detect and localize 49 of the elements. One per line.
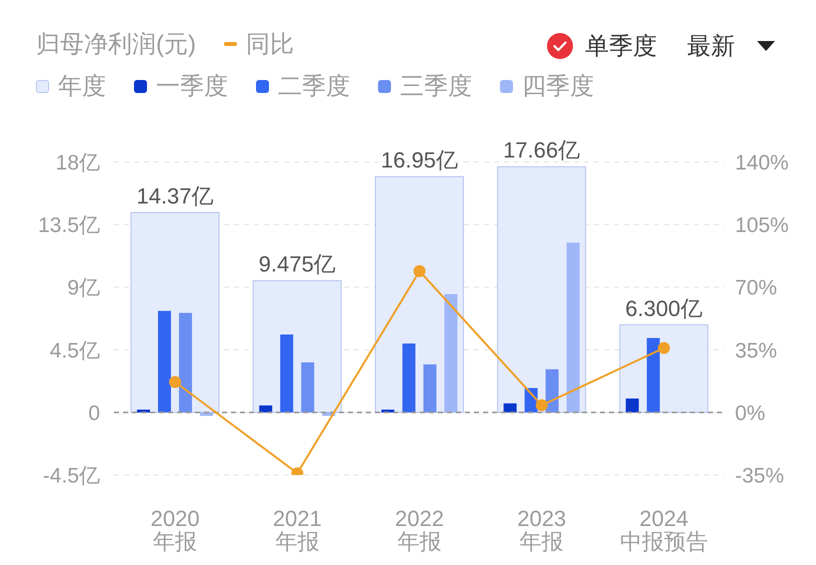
bar [280,334,294,412]
bar [444,294,458,412]
y-tick-label: 4.5亿 [50,339,100,362]
y-tick-label: 9亿 [67,276,100,300]
bar [259,405,272,412]
text: 最新 [687,32,735,62]
legend-label: 四季度 [522,72,594,102]
legend-label: 同比 [246,30,294,60]
y2-tick-label: -35% [735,464,784,488]
bar [504,403,517,412]
bar [566,242,580,412]
y-tick-label: -4.5亿 [42,464,100,488]
legend-label: 年度 [58,72,106,102]
bar [626,398,639,412]
text: 单季度 [585,32,657,62]
bar [402,344,416,412]
y2-tick-label: 105% [735,214,789,238]
y2-tick-label: 70% [735,276,778,300]
x-tick-label: 2022 年报 [395,506,444,554]
x-tick-label: 2023 年报 [517,506,566,554]
point [658,342,670,354]
y-tick-label: 0 [88,402,100,425]
bar [179,312,192,412]
data-label: 14.37亿 [136,183,214,208]
y2-tick-label: 140% [735,151,789,174]
bar [423,364,436,412]
y-tick-label: 13.5亿 [38,214,100,238]
point [169,376,182,388]
y2-tick-label: 0% [735,402,766,425]
bar [158,310,171,412]
legend-label: 一季度 [156,72,228,102]
data-label: 6.300亿 [625,296,702,321]
x-tick-label: 2020 年报 [150,506,200,554]
legend-label: 三季度 [400,72,472,102]
point [536,399,548,412]
data-label: 17.66亿 [503,138,580,163]
legend-label: 二季度 [278,72,350,102]
bar [546,369,559,412]
chart-title: 归母净利润(元) [36,30,196,60]
point [414,265,426,278]
data-label: 9.475亿 [258,252,336,277]
x-tick-label: 2024 中报预告 [620,506,708,554]
bar [646,338,660,412]
bar [301,362,314,412]
bar [200,412,213,416]
y2-tick-label: 35% [735,339,778,362]
x-tick-label: 2021 年报 [272,506,322,554]
y-tick-label: 18亿 [56,151,100,174]
data-label: 16.95亿 [380,148,458,173]
